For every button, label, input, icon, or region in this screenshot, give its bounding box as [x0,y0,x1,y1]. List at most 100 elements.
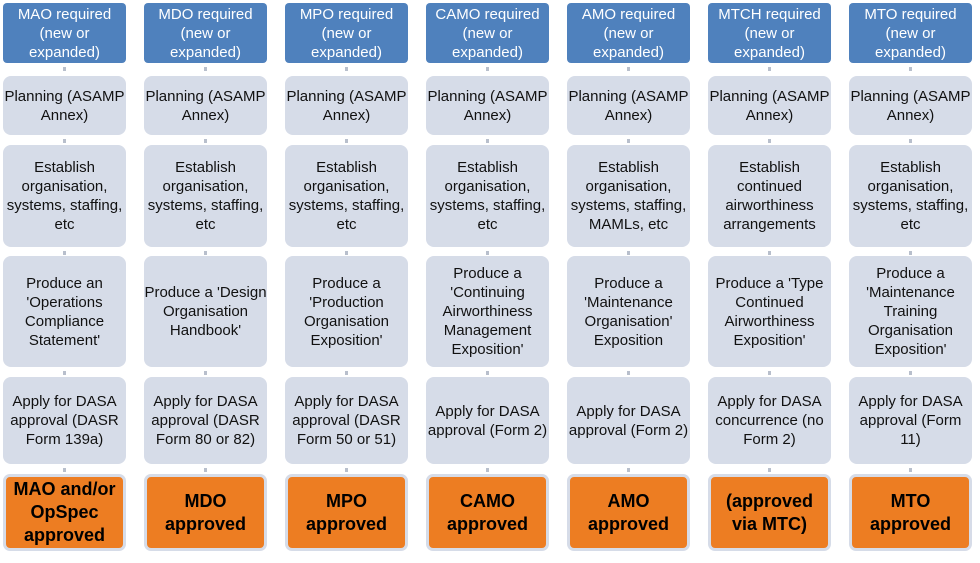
result-box-text: MPO approved [305,490,388,534]
connector [909,139,912,143]
produce-box: Produce a 'Type Continued Airworthiness … [708,256,831,367]
connector [345,251,348,255]
planning-box-text: Planning (ASAMP Annex) [568,87,689,124]
planning-box: Planning (ASAMP Annex) [3,76,126,135]
connector [627,371,630,375]
apply-box-text: Apply for DASA approval (Form 11) [858,393,963,448]
apply-box: Apply for DASA concurrence (no Form 2) [708,377,831,464]
column-6: MTCH required (new or expanded) Planning … [708,0,831,563]
header-box-text: MAO required (new or expanded) [17,5,112,61]
produce-box-text: Produce a 'Design Organisation Handbook' [144,284,267,339]
planning-box-text: Planning (ASAMP Annex) [850,87,971,124]
connector [486,251,489,255]
produce-box-text: Produce a 'Continuing Airworthiness Mana… [442,265,533,358]
header-box-text: MTO required (new or expanded) [864,5,957,61]
result-box-text: MAO and/or OpSpec approved [13,479,116,545]
connector [345,67,348,71]
connector [63,371,66,375]
establish-box-text: Establish organisation, systems, staffin… [6,159,123,233]
establish-box: Establish organisation, systems, staffin… [567,145,690,247]
connector [204,251,207,255]
planning-box: Planning (ASAMP Annex) [285,76,408,135]
connector [768,67,771,71]
produce-box-text: Produce an 'Operations Compliance Statem… [24,274,105,349]
apply-box: Apply for DASA approval (Form 2) [426,377,549,464]
connector [345,371,348,375]
apply-box-text: Apply for DASA approval (DASR Form 50 or… [292,393,401,448]
planning-box-text: Planning (ASAMP Annex) [286,87,407,124]
planning-box: Planning (ASAMP Annex) [849,76,972,135]
establish-box: Establish continued airworthiness arrang… [708,145,831,247]
produce-box: Produce an 'Operations Compliance Statem… [3,256,126,367]
establish-box-text: Establish organisation, systems, staffin… [570,159,687,233]
establish-box-text: Establish organisation, systems, staffin… [852,159,969,233]
produce-box: Produce a 'Continuing Airworthiness Mana… [426,256,549,367]
connector [345,468,348,472]
apply-box: Apply for DASA approval (DASR Form 80 or… [144,377,267,464]
apply-box: Apply for DASA approval (DASR Form 50 or… [285,377,408,464]
apply-box: Apply for DASA approval (Form 11) [849,377,972,464]
result-box-text: AMO approved [587,490,670,534]
header-box-text: MPO required (new or expanded) [299,5,394,61]
connector [204,139,207,143]
result-box: AMO approved [567,474,690,551]
connector [486,371,489,375]
establish-box: Establish organisation, systems, staffin… [3,145,126,247]
column-3: MPO required (new or expanded) Planning (… [285,0,408,563]
apply-box-text: Apply for DASA approval (DASR Form 139a) [10,393,119,448]
header-box: MDO required (new or expanded) [144,3,267,63]
connector [909,251,912,255]
planning-box-text: Planning (ASAMP Annex) [709,87,830,124]
column-2: MDO required (new or expanded) Planning (… [144,0,267,563]
produce-box: Produce a 'Design Organisation Handbook' [144,256,267,367]
planning-box-text: Planning (ASAMP Annex) [427,87,548,124]
column-7: MTO required (new or expanded) Planning (… [849,0,972,563]
planning-box: Planning (ASAMP Annex) [426,76,549,135]
result-box: MTO approved [849,474,972,551]
connector [63,67,66,71]
produce-box: Produce a 'Maintenance Organisation' Exp… [567,256,690,367]
result-box-text: MDO approved [164,490,247,534]
apply-box: Apply for DASA approval (DASR Form 139a) [3,377,126,464]
column-1: MAO required (new or expanded) Planning (… [3,0,126,563]
connector [486,67,489,71]
connector [768,371,771,375]
connector [63,251,66,255]
apply-box-text: Apply for DASA approval (Form 2) [427,402,548,439]
establish-box-text: Establish continued airworthiness arrang… [723,159,816,233]
connector [486,139,489,143]
connector [627,468,630,472]
connector [768,468,771,472]
connector [627,251,630,255]
header-box-text: MTCH required (new or expanded) [718,5,821,61]
apply-box-text: Apply for DASA approval (Form 2) [568,402,689,439]
apply-box-text: Apply for DASA concurrence (no Form 2) [715,393,824,448]
result-box-text: (approved via MTC) [725,490,813,534]
header-box-text: CAMO required (new or expanded) [435,5,540,61]
connector [204,371,207,375]
connector [768,139,771,143]
result-box: MAO and/or OpSpec approved [3,474,126,551]
connector [63,139,66,143]
produce-box: Produce a 'Production Organisation Expos… [285,256,408,367]
header-box: AMO required (new or expanded) [567,3,690,63]
establish-box-text: Establish organisation, systems, staffin… [288,159,405,233]
header-box-text: MDO required (new or expanded) [158,5,253,61]
column-5: AMO required (new or expanded) Planning (… [567,0,690,563]
connector [63,468,66,472]
establish-box: Establish organisation, systems, staffin… [144,145,267,247]
header-box: MPO required (new or expanded) [285,3,408,63]
establish-box: Establish organisation, systems, staffin… [285,145,408,247]
result-box: MDO approved [144,474,267,551]
planning-box-text: Planning (ASAMP Annex) [4,87,125,124]
produce-box-text: Produce a 'Maintenance Organisation' Exp… [584,274,673,349]
planning-box-text: Planning (ASAMP Annex) [145,87,266,124]
connector [909,468,912,472]
connector [345,139,348,143]
connector [204,67,207,71]
planning-box: Planning (ASAMP Annex) [144,76,267,135]
header-box: MTCH required (new or expanded) [708,3,831,63]
connector [909,371,912,375]
connector [204,468,207,472]
result-box-text: CAMO approved [446,490,529,534]
